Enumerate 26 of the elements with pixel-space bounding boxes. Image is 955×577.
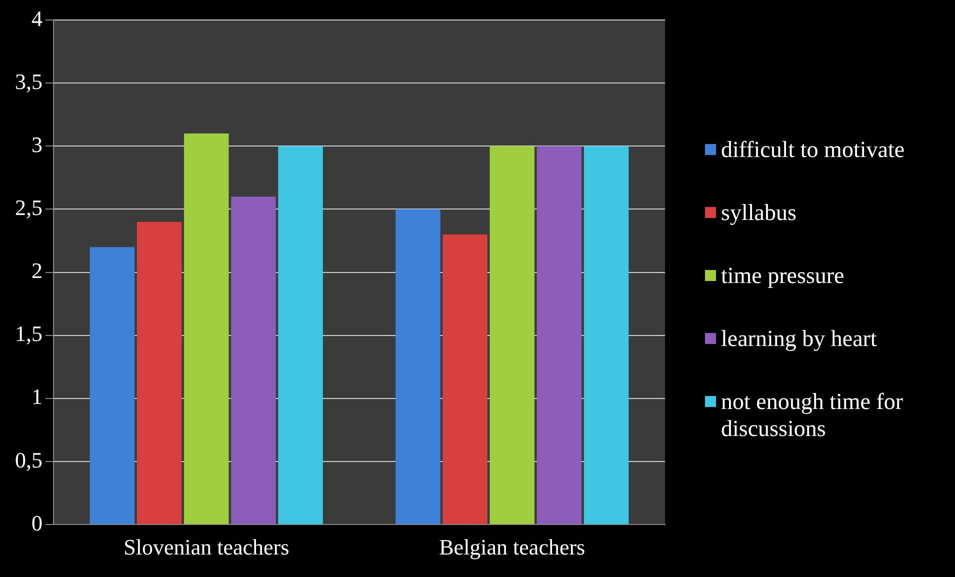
y-tick-label: 1,5 — [15, 321, 42, 346]
bar — [442, 234, 488, 524]
bar — [396, 209, 440, 524]
legend-label: syllabus — [721, 198, 796, 226]
y-tick-label: 0 — [32, 510, 42, 536]
bar — [278, 146, 323, 524]
y-tick-label: 2,5 — [15, 195, 42, 220]
bar — [136, 222, 182, 524]
y-tick-label: 3,5 — [15, 68, 42, 94]
legend-label: learning by heart — [721, 324, 877, 352]
y-tick-label: 2 — [32, 258, 42, 284]
legend-label: time pressure — [721, 262, 844, 288]
bar — [184, 134, 229, 524]
bar — [490, 146, 534, 524]
y-tick-label: 3 — [32, 132, 42, 157]
bar — [231, 196, 276, 524]
bar — [536, 146, 582, 524]
bar — [90, 247, 135, 524]
y-tick-label: 4 — [32, 6, 42, 31]
x-tick-label: Slovenian teachers — [124, 534, 290, 560]
x-tick-label: Belgian teachers — [439, 534, 586, 560]
bar — [584, 146, 629, 524]
legend-label: not enough time for discussions — [721, 388, 904, 442]
y-tick-label: 0,5 — [15, 447, 42, 472]
legend-label: difficult to motivate — [721, 136, 905, 162]
y-tick-label: 1 — [32, 384, 42, 410]
